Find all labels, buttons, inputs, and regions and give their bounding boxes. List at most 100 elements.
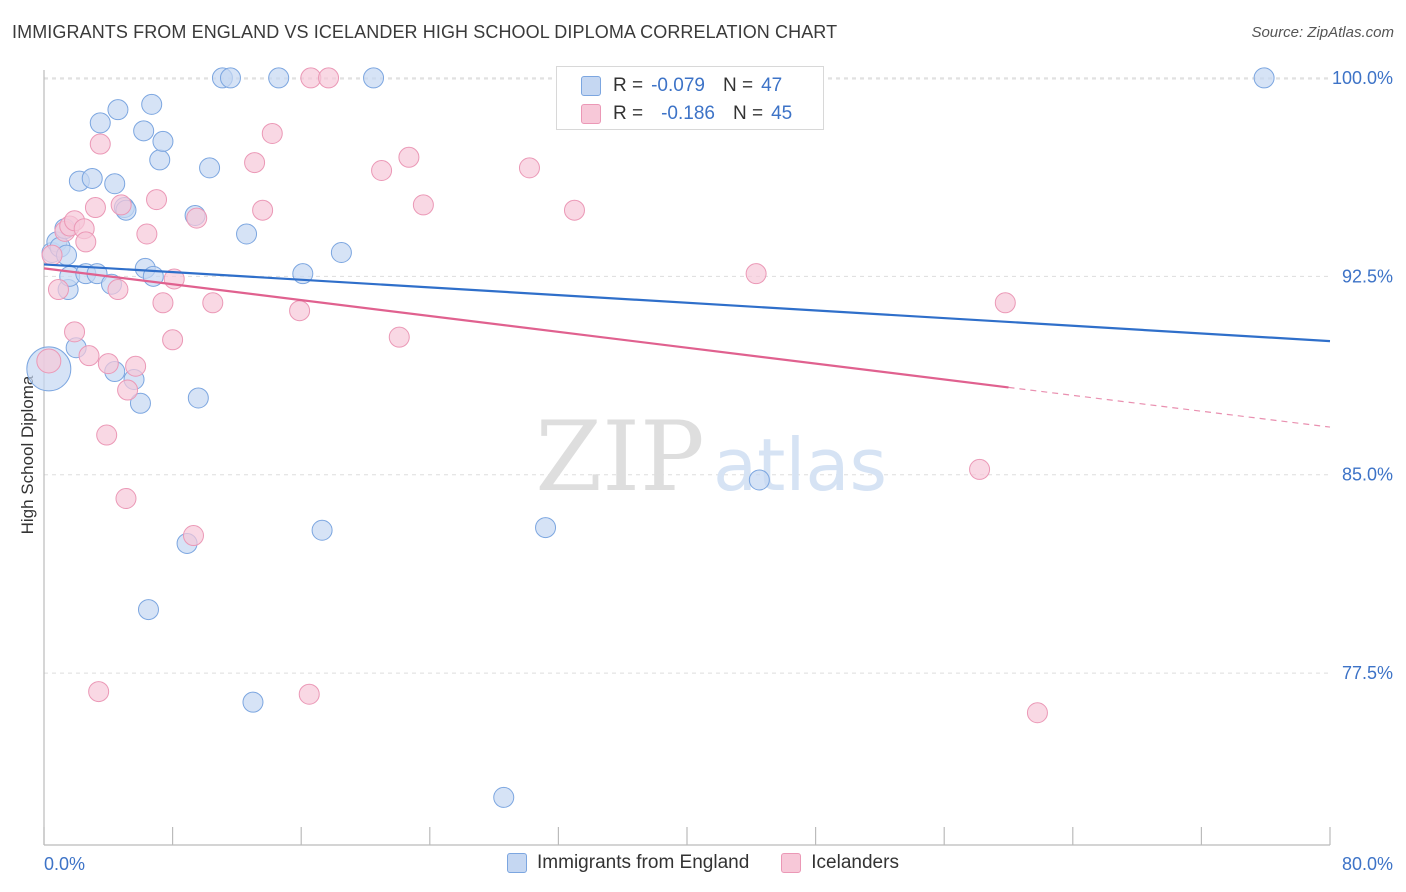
- legend-label-england: Immigrants from England: [537, 852, 750, 873]
- legend-swatch-blue: [507, 853, 528, 873]
- source-note: Source: ZipAtlas.com: [1251, 24, 1394, 41]
- series-legend: Immigrants from England Icelanders: [0, 852, 1406, 874]
- data-point-england: [104, 173, 126, 195]
- data-point-icelanders: [115, 487, 137, 509]
- y-tick-label: 77.5%: [1342, 663, 1393, 683]
- data-point-icelanders: [202, 292, 224, 314]
- data-point-icelanders: [300, 67, 322, 89]
- data-point-icelanders: [36, 348, 62, 374]
- gridlines: [44, 77, 1330, 674]
- n-value-icelanders: 45: [771, 103, 793, 124]
- data-point-icelanders: [47, 279, 69, 301]
- data-point-icelanders: [64, 321, 86, 343]
- data-point-england: [89, 112, 111, 134]
- data-point-icelanders: [89, 133, 111, 155]
- data-point-icelanders: [969, 458, 991, 480]
- r-label: R =: [613, 75, 644, 96]
- data-point-icelanders: [398, 146, 420, 168]
- data-point-icelanders: [107, 279, 129, 301]
- data-point-icelanders: [110, 194, 132, 216]
- legend-item-england[interactable]: Immigrants from England: [507, 852, 749, 874]
- data-point-england: [137, 599, 159, 621]
- data-point-icelanders: [1026, 702, 1048, 724]
- legend-swatch-pink: [781, 853, 802, 873]
- data-point-icelanders: [412, 194, 434, 216]
- data-point-england: [535, 517, 557, 539]
- data-point-england: [242, 691, 264, 713]
- data-point-england: [141, 93, 163, 115]
- data-point-icelanders: [75, 231, 97, 253]
- legend-label-icelanders: Icelanders: [811, 852, 899, 873]
- data-point-england: [268, 67, 290, 89]
- data-point-icelanders: [182, 525, 204, 547]
- data-point-icelanders: [186, 207, 208, 229]
- data-point-england: [748, 469, 770, 491]
- r-value-icelanders: -0.186: [661, 103, 715, 124]
- n-label: N =: [732, 103, 764, 124]
- watermark-zip: ZIP: [535, 401, 704, 513]
- data-point-icelanders: [994, 292, 1016, 314]
- axes: [43, 70, 1331, 846]
- data-point-icelanders: [152, 292, 174, 314]
- watermark: ZIP atlas: [535, 401, 887, 513]
- data-point-icelanders: [298, 683, 320, 705]
- watermark-atlas: atlas: [713, 423, 887, 507]
- data-point-icelanders: [162, 329, 184, 351]
- data-point-icelanders: [41, 244, 63, 266]
- data-point-england: [149, 149, 171, 171]
- data-point-england: [330, 242, 352, 264]
- data-point-icelanders: [97, 353, 119, 375]
- data-point-icelanders: [318, 67, 340, 89]
- data-point-england: [107, 99, 129, 121]
- data-point-england: [219, 67, 241, 89]
- data-point-icelanders: [518, 157, 540, 179]
- r-value-england: -0.079: [651, 75, 705, 96]
- data-point-england: [236, 223, 258, 245]
- data-point-england: [81, 167, 103, 189]
- legend-swatch-pink: [581, 104, 601, 124]
- legend-swatch-blue: [581, 76, 601, 96]
- data-point-icelanders: [252, 199, 274, 221]
- data-point-icelanders: [84, 197, 106, 219]
- data-point-icelanders: [136, 223, 158, 245]
- data-point-icelanders: [289, 300, 311, 322]
- n-label: N =: [722, 75, 754, 96]
- x-tick-label: 80.0%: [1342, 854, 1393, 874]
- data-point-icelanders: [745, 263, 767, 285]
- trend-line-england: [43, 263, 1331, 343]
- correlation-legend: R = -0.079 N = 47 R = -0.186 N = 45: [556, 66, 824, 130]
- legend-item-icelanders[interactable]: Icelanders: [781, 852, 899, 874]
- data-point-england: [133, 120, 155, 142]
- data-point-england: [187, 387, 209, 409]
- data-point-icelanders: [388, 326, 410, 348]
- data-point-icelanders: [563, 199, 585, 221]
- y-tick-label: 92.5%: [1342, 266, 1393, 286]
- y-tick-label: 85.0%: [1342, 465, 1393, 485]
- data-point-icelanders: [146, 189, 168, 211]
- legend-row-icelanders: R = -0.186 N = 45: [581, 100, 792, 128]
- data-point-icelanders: [88, 681, 110, 703]
- data-point-icelanders: [78, 345, 100, 367]
- data-point-england: [363, 67, 385, 89]
- trend-lines: [43, 263, 1331, 428]
- n-value-england: 47: [761, 75, 783, 96]
- data-point-icelanders: [371, 160, 393, 182]
- data-point-england: [1253, 67, 1275, 89]
- data-point-icelanders: [261, 122, 283, 144]
- data-point-england: [493, 786, 515, 808]
- data-point-icelanders: [96, 424, 118, 446]
- data-point-england: [129, 392, 151, 414]
- data-point-icelanders: [117, 379, 139, 401]
- chart-title: IMMIGRANTS FROM ENGLAND VS ICELANDER HIG…: [12, 22, 838, 42]
- data-point-icelanders: [125, 355, 147, 377]
- legend-row-england: R = -0.079 N = 47: [581, 72, 782, 100]
- data-point-england: [311, 519, 333, 541]
- x-tick-labels: 0.0% 80.0%: [44, 854, 1393, 874]
- y-tick-label: 100.0%: [1332, 68, 1393, 88]
- x-tick-label: 0.0%: [44, 854, 85, 874]
- data-point-england: [152, 130, 174, 152]
- data-point-icelanders: [244, 152, 266, 174]
- trend-line-icelanders: [43, 267, 1009, 389]
- data-point-england: [199, 157, 221, 179]
- trend-line-icelanders-extension: [1008, 386, 1331, 428]
